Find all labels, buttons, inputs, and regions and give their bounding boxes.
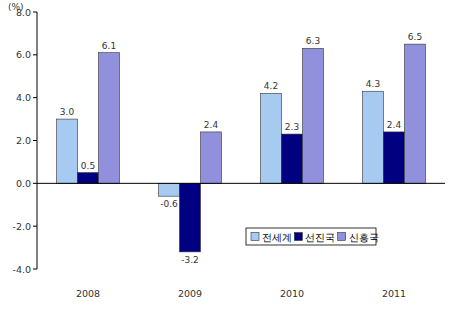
y-tick-label: 6.0 (16, 49, 31, 60)
bar (303, 48, 324, 183)
bar (57, 119, 78, 183)
data-label: 2.4 (387, 120, 402, 130)
y-tick-label: 2.0 (16, 135, 31, 146)
bar (282, 134, 303, 183)
data-label: 2.3 (285, 122, 299, 132)
bar (99, 53, 120, 184)
data-label: 6.5 (408, 32, 422, 42)
bar (78, 173, 99, 184)
legend-swatch (294, 233, 302, 241)
legend: 전세계 선진국 신흥국 (246, 228, 379, 245)
legend-label: 전세계 (262, 232, 292, 243)
data-label: 4.2 (264, 81, 278, 91)
data-label: 6.1 (102, 41, 116, 51)
x-tick-label: 2008 (76, 288, 100, 299)
legend-label: 선진국 (305, 232, 335, 243)
bar (180, 183, 201, 252)
data-label: 0.5 (81, 161, 95, 171)
data-label: 6.3 (306, 36, 320, 46)
y-tick-label: 0.0 (16, 178, 31, 189)
y-tick-label: -4.0 (12, 264, 31, 275)
y-tick (33, 226, 37, 227)
bar (261, 93, 282, 183)
y-axis (37, 12, 38, 269)
bar (384, 132, 405, 183)
y-tick (33, 12, 37, 13)
legend-label: 신흥국 (349, 232, 379, 243)
x-tick-label: 2011 (382, 288, 406, 299)
chart: (%)-4.0-2.00.02.04.06.08.020082009201020… (0, 0, 456, 309)
y-tick (33, 140, 37, 141)
x-tick-label: 2009 (178, 288, 202, 299)
bar (363, 91, 384, 183)
y-tick (33, 97, 37, 98)
bar (201, 132, 222, 183)
data-label: -0.6 (160, 199, 178, 209)
data-label: 3.0 (60, 107, 75, 117)
y-tick-label: -2.0 (12, 221, 31, 232)
legend-swatch (251, 233, 259, 241)
data-label: 2.4 (204, 120, 219, 130)
legend-swatch (338, 233, 346, 241)
data-label: 4.3 (366, 79, 380, 89)
y-tick (33, 269, 37, 270)
bars (57, 44, 426, 252)
x-tick-label: 2010 (280, 288, 304, 299)
y-tick (33, 183, 37, 184)
y-tick (33, 54, 37, 55)
bar (405, 44, 426, 183)
zero-line (37, 183, 445, 184)
y-tick-label: 4.0 (16, 92, 31, 103)
bar (159, 183, 180, 196)
y-tick-label: 8.0 (16, 7, 31, 18)
data-label: -3.2 (181, 255, 199, 265)
